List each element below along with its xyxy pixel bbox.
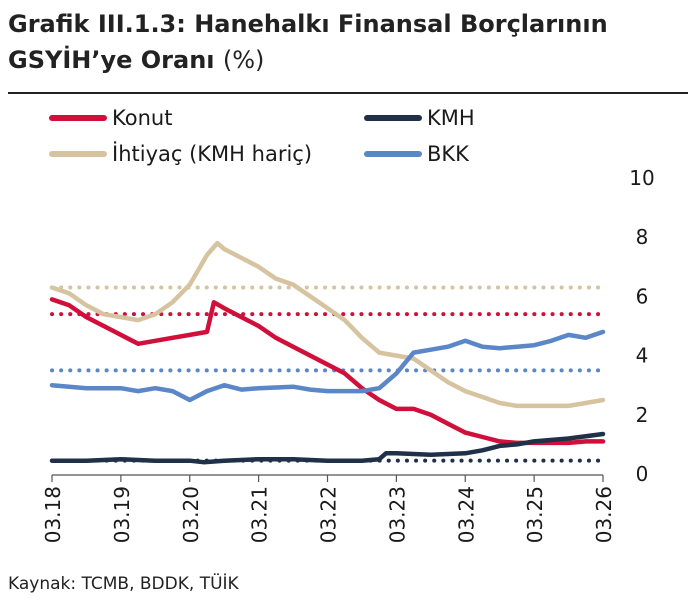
series-line-1 xyxy=(49,240,606,409)
x-tick-label-3: 03.21 xyxy=(248,486,272,543)
y-tick-label-1: 2 xyxy=(636,403,649,427)
chart-title: Grafik III.1.3: Hanehalkı Finansal Borçl… xyxy=(8,6,688,78)
source-note: Kaynak: TCMB, BDDK, TÜİK xyxy=(8,574,239,594)
chart-unit: (%) xyxy=(222,46,265,74)
chart-title-line2-text: GSYİH’ye Oranı xyxy=(8,46,215,74)
x-tick-label-6: 03.24 xyxy=(454,486,478,543)
x-tick-label-8: 03.26 xyxy=(592,486,616,543)
legend-label-0: Konut xyxy=(112,106,172,130)
legend-label-3: BKK xyxy=(427,142,470,166)
y-tick-label-0: 0 xyxy=(636,462,649,486)
series-line-0 xyxy=(49,297,606,446)
x-tick-label-7: 03.25 xyxy=(523,486,547,543)
title-divider xyxy=(8,92,688,94)
y-tick-label-4: 8 xyxy=(636,225,649,249)
x-tick-label-0: 03.18 xyxy=(41,486,65,543)
x-tick-label-4: 03.22 xyxy=(317,486,341,543)
y-tick-label-5: 10 xyxy=(629,166,654,190)
series-line-3 xyxy=(49,329,606,403)
legend-label-2: KMH xyxy=(427,106,475,130)
legend-label-1: İhtiyaç (KMH hariç) xyxy=(112,141,312,166)
chart-title-line2: GSYİH’ye Oranı (%) xyxy=(8,42,688,78)
x-tick-label-1: 03.19 xyxy=(110,486,134,543)
series-line-2 xyxy=(49,431,606,465)
y-tick-label-2: 4 xyxy=(636,344,649,368)
x-tick-label-5: 03.23 xyxy=(385,486,409,543)
y-tick-label-3: 6 xyxy=(636,284,649,308)
x-tick-label-2: 03.20 xyxy=(179,486,203,543)
chart-title-line1: Grafik III.1.3: Hanehalkı Finansal Borçl… xyxy=(8,10,608,38)
